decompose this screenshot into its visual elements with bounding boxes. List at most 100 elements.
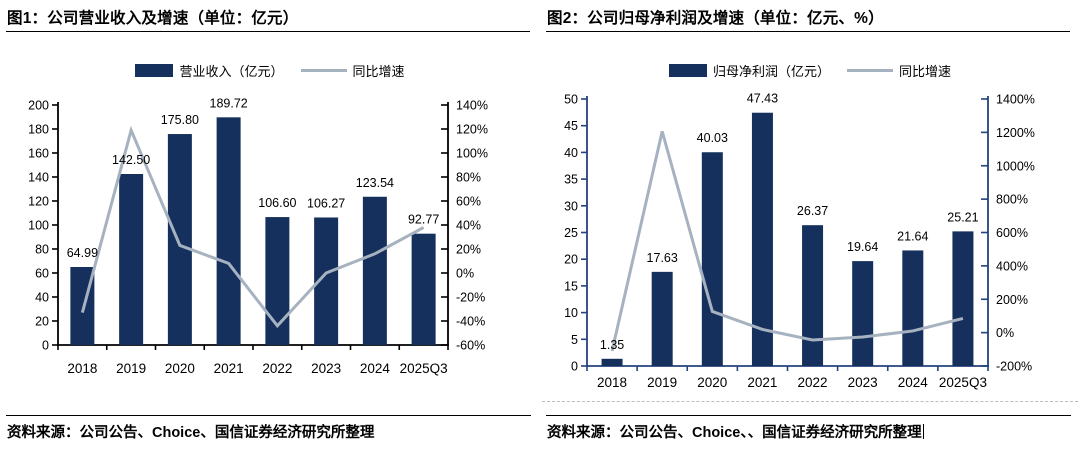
text-cursor-icon [922,424,925,439]
bar-value-label: 21.64 [897,229,928,243]
x-category-label: 2022 [262,361,292,376]
bar-2024 [362,196,387,345]
bar-value-label: 19.64 [847,240,878,254]
left-axis-tick-label: 20 [35,315,49,329]
figure-2-legend: 归母净利润（亿元） 同比增速 [540,61,1080,80]
bar-2024 [902,250,924,366]
right-axis-tick-label: -40% [456,315,485,329]
x-category-label: 2021 [214,361,244,376]
line-swatch-icon [847,69,893,72]
bar-2019 [651,271,673,366]
bar-value-label: 17.63 [647,251,678,265]
figure-1-source: 资料来源：公司公告、Choice、国信证券经济研究所整理 [7,421,374,442]
right-axis-tick-label: 1000% [996,159,1035,173]
bar-value-label: 123.54 [356,176,394,190]
legend-line-label: 同比增速 [352,64,405,79]
x-category-label: 2024 [360,361,391,376]
left-axis-tick-label: 0 [571,360,578,374]
x-category-label: 2019 [116,361,146,376]
right-axis-tick-label: -20% [456,291,485,305]
left-axis-tick-label: 25 [564,226,578,240]
left-axis-tick-label: 80 [35,243,49,257]
x-category-label: 2020 [165,361,195,376]
line-swatch-icon [300,69,347,72]
bar-value-label: 26.37 [797,204,828,218]
bar-2021 [216,117,241,345]
legend-item-growth: 同比增速 [300,61,405,80]
bar-2022 [802,225,824,366]
figure-1-legend: 营业收入（亿元） 同比增速 [0,61,540,80]
bar-2019 [119,174,144,345]
bar-value-label: 1.35 [600,338,624,352]
left-axis-tick-label: 120 [28,195,49,209]
bar-value-label: 92.77 [408,213,439,227]
right-axis-tick-label: 200% [996,293,1028,307]
legend-item-net-profit: 归母净利润（亿元） [668,61,830,80]
right-axis-tick-label: 0% [996,326,1014,340]
left-axis-tick-label: 5 [571,333,578,347]
bar-swatch-icon [668,64,707,77]
right-axis-tick-label: -200% [996,360,1032,374]
right-axis-tick-label: 400% [996,259,1028,273]
x-category-label: 2020 [697,375,727,390]
figure-1: 图1：公司营业收入及增速（单位：亿元） 营业收入（亿元） 同比增速 0 20 40 6… [0,10,540,442]
left-axis-tick-label: 20 [564,253,578,267]
right-axis-tick-label: 40% [456,219,481,233]
x-category-label: 2025Q3 [939,375,987,390]
left-axis-tick-label: 200 [28,99,49,113]
figure-2-footer-rule [546,415,1071,416]
right-axis-tick-label: 20% [456,243,481,257]
x-category-label: 2018 [597,375,627,390]
left-axis-tick-label: 0 [42,339,49,353]
figure-2-chart: 0 5 10 15 20 25 30 35 40 45 50 -200% 0% 200% 400% 600% 8… [564,92,1035,390]
left-axis-tick-label: 60 [35,267,49,281]
growth-line [610,130,964,352]
figure-1-chart: 0 20 40 60 80 100 120 140 160 180 200 -60% -40% -20% 0… [28,96,488,376]
legend-bar-label: 归母净利润（亿元） [712,64,830,79]
legend-item-revenue: 营业收入（亿元） [135,61,284,80]
bar-value-label: 106.60 [258,196,296,210]
figure-2: 图2：公司归母净利润及增速（单位：亿元、%） 归母净利润（亿元） 同比增速 0 5… [540,0,1080,452]
right-axis-tick-label: 0% [456,267,474,281]
right-axis-tick-label: 100% [456,147,488,161]
right-axis-tick-label: 1200% [996,126,1035,140]
bar-value-label: 47.43 [747,92,778,106]
bar-swatch-icon [135,64,174,77]
legend-bar-label: 营业收入（亿元） [179,64,284,79]
right-axis-tick-label: 60% [456,195,481,209]
right-axis-tick-label: 140% [456,99,488,113]
growth-line [80,125,425,329]
left-axis-tick-label: 40 [35,291,49,305]
bar-2025Q3 [411,233,436,345]
left-axis-tick-label: 40 [564,146,578,160]
left-axis-tick-label: 45 [564,119,578,133]
bar-2021 [751,112,773,366]
bar-value-label: 64.99 [67,246,98,260]
bar-value-label: 106.27 [307,196,345,210]
figure-2-source-text: 资料来源：公司公告、Choice、、国信证券经济研究所整理 [547,425,922,441]
legend-item-growth: 同比增速 [847,61,951,80]
bar-2023 [852,261,874,366]
left-axis-tick-label: 100 [28,219,49,233]
left-axis-tick-label: 15 [564,279,578,293]
left-axis-tick-label: 160 [28,147,49,161]
bar-2025Q3 [952,231,974,366]
figure-1-footer-rule [6,415,531,416]
right-axis-tick-label: 1400% [996,93,1035,107]
figure-2-title: 图2：公司归母净利润及增速（单位：亿元、%） [547,10,884,27]
right-axis-tick-label: -60% [456,339,485,353]
figure-2-title-underline [546,31,1070,32]
figure-1-source-text: 资料来源：公司公告、Choice、国信证券经济研究所整理 [7,425,375,441]
legend-line-label: 同比增速 [899,64,952,79]
x-category-label: 2018 [67,361,97,376]
bar-value-label: 25.21 [947,210,978,224]
x-category-label: 2024 [898,375,929,390]
bar-2020 [701,152,723,366]
figure-1-title: 图1：公司营业收入及增速（单位：亿元） [7,10,299,27]
x-category-label: 2022 [798,375,828,390]
left-axis-tick-label: 180 [28,123,49,137]
x-category-label: 2019 [647,375,677,390]
right-axis-tick-label: 120% [456,123,488,137]
figure-2-source: 资料来源：公司公告、Choice、、国信证券经济研究所整理 [547,421,925,442]
